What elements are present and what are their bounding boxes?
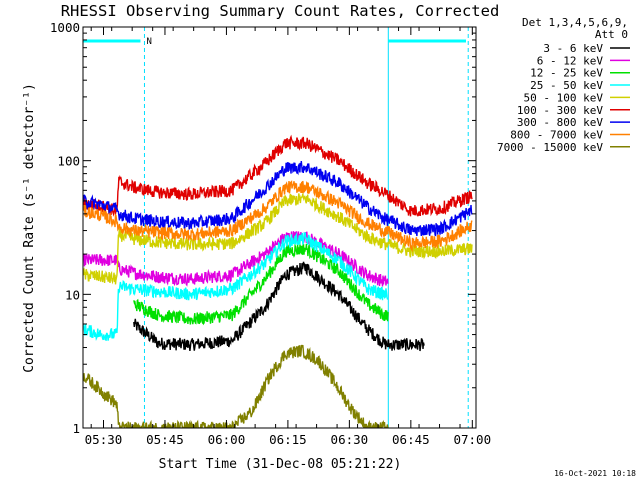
- legend-header-line1: Det 1,3,4,5,6,9,: [522, 16, 628, 29]
- timestamp: 16-Oct-2021 10:18: [554, 469, 636, 478]
- plot-frame: [82, 26, 477, 429]
- x-tick-label: 06:30: [331, 432, 369, 447]
- series-line-9: [83, 344, 389, 428]
- y-axis-label: Corrected Count Rate (s⁻¹ detector⁻¹): [22, 83, 37, 373]
- legend-header-line2: Att 0: [595, 28, 628, 41]
- legend-label: 100 - 300 keV: [517, 104, 603, 117]
- legend-label: 6 - 12 keV: [537, 54, 604, 67]
- series-line-5: [83, 193, 473, 285]
- legend-label: 50 - 100 keV: [524, 91, 604, 104]
- series-line-7: [83, 161, 473, 237]
- x-tick-label: 06:45: [392, 432, 430, 447]
- series-line-3: [133, 243, 389, 326]
- series-line-8: [83, 180, 473, 253]
- y-tick-label: 10: [65, 287, 80, 302]
- y-tick-label: 1000: [50, 20, 80, 35]
- plot-area: N: [83, 27, 473, 428]
- series-line-1: [133, 261, 425, 352]
- series-line-6: [83, 134, 473, 217]
- y-tick-label: 100: [57, 154, 80, 169]
- x-tick-label: 07:00: [453, 432, 491, 447]
- legend-label: 12 - 25 keV: [530, 67, 603, 80]
- x-axis-label: Start Time (31-Dec-08 05:21:22): [159, 457, 402, 472]
- x-tick-label: 05:45: [146, 432, 184, 447]
- legend-label: 7000 - 15000 keV: [497, 141, 603, 154]
- legend-label: 300 - 800 keV: [517, 116, 603, 129]
- x-tick-label: 05:30: [85, 432, 123, 447]
- night-flag-label: N: [146, 37, 151, 47]
- series-line-2: [83, 231, 389, 287]
- series-line-4: [83, 231, 389, 341]
- x-tick-label: 06:00: [208, 432, 246, 447]
- legend-label: 3 - 6 keV: [543, 42, 603, 55]
- chart-title: RHESSI Observing Summary Count Rates, Co…: [61, 2, 500, 20]
- y-tick-label: 1: [72, 421, 80, 436]
- legend-label: 800 - 7000 keV: [510, 128, 603, 141]
- legend-label: 25 - 50 keV: [530, 79, 603, 92]
- x-tick-label: 06:15: [269, 432, 307, 447]
